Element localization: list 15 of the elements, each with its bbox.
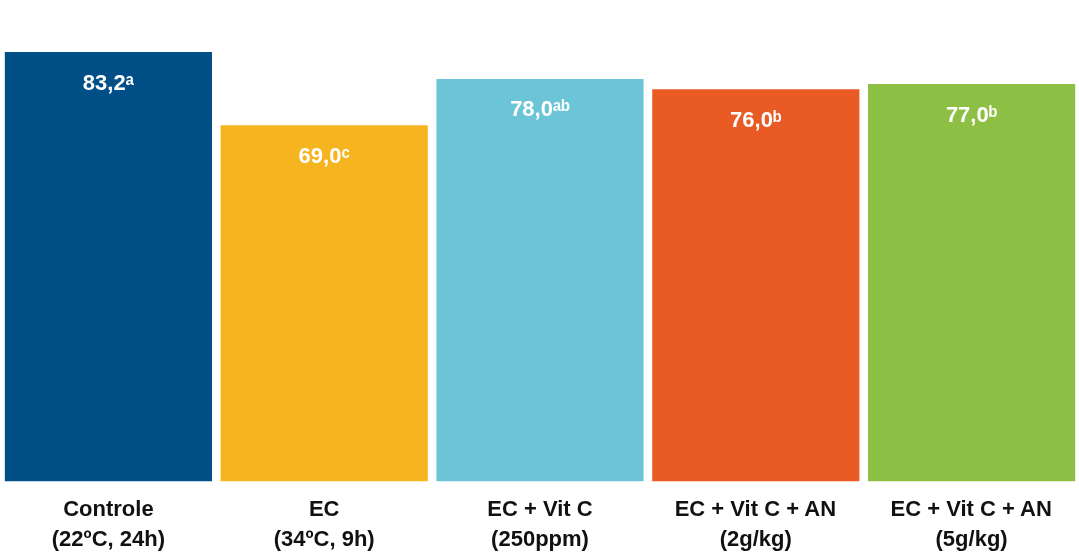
data-label: 69,0ᶜ <box>298 142 350 168</box>
bar <box>868 84 1076 482</box>
bar <box>652 89 860 482</box>
x-tick-label: Controle (22ºC, 24h) <box>51 495 165 551</box>
data-label: 77,0ᵇ <box>945 101 998 127</box>
data-label: 83,2ᵃ <box>82 69 135 95</box>
bar <box>4 52 212 482</box>
data-label: 78,0ᵃᵇ <box>510 96 571 122</box>
x-tick-label: EC + Vit C + AN (5g/kg) <box>890 495 1052 551</box>
data-label: 76,0ᵇ <box>730 106 782 132</box>
bar <box>220 125 428 482</box>
x-tick-label: EC + Vit C + AN (2g/kg) <box>674 495 837 551</box>
x-tick-label: EC (34ºC, 9h) <box>273 495 375 551</box>
x-tick-label: EC + Vit C (250ppm) <box>487 495 593 551</box>
bar <box>436 78 644 482</box>
